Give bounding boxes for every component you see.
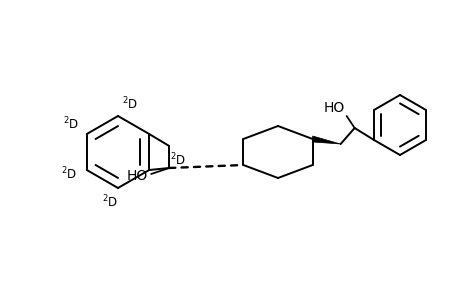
Text: $^{2}$D: $^{2}$D (102, 194, 118, 210)
Polygon shape (312, 136, 340, 144)
Text: HO: HO (323, 101, 345, 115)
Text: $^{2}$D: $^{2}$D (170, 152, 186, 168)
Text: $^{2}$D: $^{2}$D (62, 116, 78, 132)
Text: $^{2}$D: $^{2}$D (61, 166, 77, 182)
Text: HO: HO (126, 169, 147, 183)
Text: $^{2}$D: $^{2}$D (122, 96, 138, 112)
